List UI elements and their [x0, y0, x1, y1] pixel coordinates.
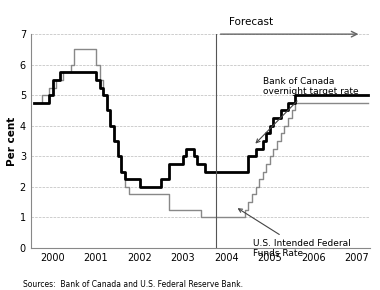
Text: Bank of Canada
overnight target rate: Bank of Canada overnight target rate	[256, 77, 359, 143]
Y-axis label: Per cent: Per cent	[7, 116, 17, 166]
Text: Sources:  Bank of Canada and U.S. Federal Reserve Bank.: Sources: Bank of Canada and U.S. Federal…	[23, 280, 243, 289]
Text: Forecast: Forecast	[229, 17, 273, 26]
Text: U.S. Intended Federal
Funds Rate: U.S. Intended Federal Funds Rate	[239, 209, 350, 258]
